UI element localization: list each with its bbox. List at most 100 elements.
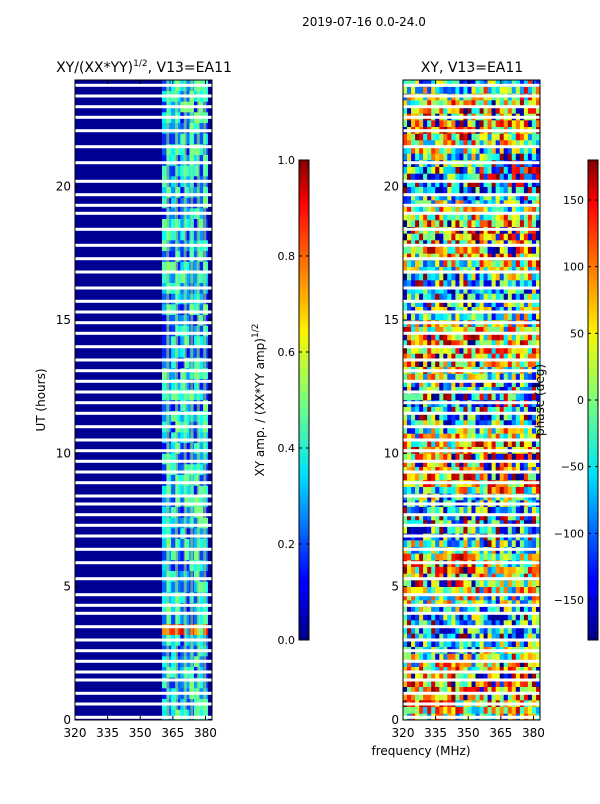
- phase-cell: [423, 540, 428, 547]
- phase-cell: [467, 680, 472, 687]
- phase-cell: [443, 406, 448, 414]
- phase-cell: [483, 413, 488, 421]
- phase-cell: [519, 106, 525, 114]
- phase-cell: [455, 380, 460, 387]
- amplitude-colorbar-ticks: 0.00.20.40.60.81.0: [278, 154, 309, 647]
- phase-cell: [475, 346, 480, 354]
- amplitude-cell: [184, 389, 190, 401]
- phase-cell: [411, 586, 416, 594]
- phase-cell: [467, 640, 472, 647]
- phase-cell: [415, 393, 420, 401]
- phase-cell: [459, 360, 464, 367]
- amplitude-cell: [162, 197, 167, 209]
- phase-cell: [467, 280, 472, 287]
- phase-cell: [427, 520, 432, 527]
- phase-cell: [443, 566, 448, 574]
- phase-cell: [536, 386, 541, 394]
- phase-cell: [471, 680, 476, 687]
- phase-cell: [487, 80, 492, 87]
- phase-cell: [415, 466, 420, 474]
- phase-cell: [475, 600, 480, 607]
- phase-cell: [499, 186, 504, 194]
- phase-cell: [483, 240, 488, 247]
- phase-cell: [479, 393, 484, 401]
- phase-cell: [471, 653, 476, 661]
- phase-cell: [531, 520, 537, 527]
- phase-cell: [419, 340, 424, 347]
- phase-cell: [515, 333, 521, 341]
- phase-cell: [499, 220, 504, 227]
- phase-cell: [463, 253, 468, 261]
- phase-cell: [483, 173, 488, 181]
- phase-cell: [511, 653, 517, 661]
- phase-cell: [503, 633, 508, 641]
- phase-cell: [439, 220, 444, 227]
- phase-data-gap: [403, 310, 540, 314]
- phase-cell: [523, 593, 529, 601]
- phase-cell: [536, 86, 541, 94]
- phase-cell: [495, 253, 500, 261]
- phase-cell: [447, 600, 452, 607]
- phase-cell: [435, 613, 440, 621]
- phase-cell: [459, 153, 464, 161]
- phase-cell: [495, 313, 500, 321]
- phase-cell: [439, 626, 444, 634]
- phase-cell: [435, 306, 440, 314]
- phase-cell: [515, 133, 521, 141]
- phase-cell: [443, 466, 448, 474]
- figure-suptitle: 2019-07-16 0.0-24.0: [302, 15, 426, 29]
- phase-cell: [459, 653, 464, 661]
- amplitude-cell: [175, 250, 181, 262]
- amplitude-cell: [194, 581, 199, 593]
- phase-cell: [423, 440, 428, 447]
- phase-cell: [519, 640, 525, 647]
- phase-cell: [527, 233, 533, 241]
- phase-cell: [515, 580, 521, 587]
- phase-cell: [523, 266, 529, 274]
- phase-cell: [536, 606, 541, 614]
- phase-cell: [451, 573, 456, 581]
- phase-cell: [495, 120, 500, 127]
- phase-cell: [503, 693, 508, 701]
- phase-cell: [447, 86, 452, 94]
- phase-cell: [483, 426, 488, 434]
- phase-cell: [519, 273, 525, 281]
- phase-cell: [455, 473, 460, 481]
- phase-cell: [455, 513, 460, 521]
- phase-cell: [495, 693, 500, 701]
- phase-cell: [471, 386, 476, 394]
- phase-cell: [431, 260, 436, 267]
- phase-data-gap: [403, 470, 540, 474]
- phase-cell: [455, 240, 460, 247]
- amplitude-cell: [198, 357, 204, 369]
- phase-cell: [527, 426, 533, 434]
- phase-cell: [439, 293, 444, 301]
- phase-cell: [427, 326, 432, 334]
- amplitude-cell: [184, 677, 190, 689]
- phase-cell: [447, 293, 452, 301]
- phase-cell: [407, 266, 412, 274]
- phase-cell: [467, 100, 472, 107]
- phase-cell: [491, 253, 496, 261]
- phase-cell: [483, 626, 488, 634]
- amplitude-cell: [194, 314, 199, 326]
- phase-cell: [483, 553, 488, 561]
- phase-cell: [503, 106, 508, 114]
- phase-cell: [527, 326, 533, 334]
- amplitude-data-gap: [75, 611, 212, 615]
- amplitude-cell: [171, 538, 176, 550]
- phase-cell: [507, 186, 513, 194]
- phase-cell: [471, 206, 476, 214]
- phase-data-gap: [403, 513, 540, 517]
- phase-cell: [403, 100, 408, 107]
- phase-cell: [527, 626, 533, 634]
- phase-cell: [423, 246, 428, 254]
- phase-cell: [451, 180, 456, 187]
- amplitude-cell: [184, 304, 190, 315]
- phase-cell: [523, 293, 529, 301]
- phase-cell: [411, 173, 416, 181]
- phase-cell: [503, 653, 508, 661]
- phase-cell: [507, 573, 513, 581]
- phase-cell: [463, 220, 468, 227]
- phase-cell: [499, 346, 504, 354]
